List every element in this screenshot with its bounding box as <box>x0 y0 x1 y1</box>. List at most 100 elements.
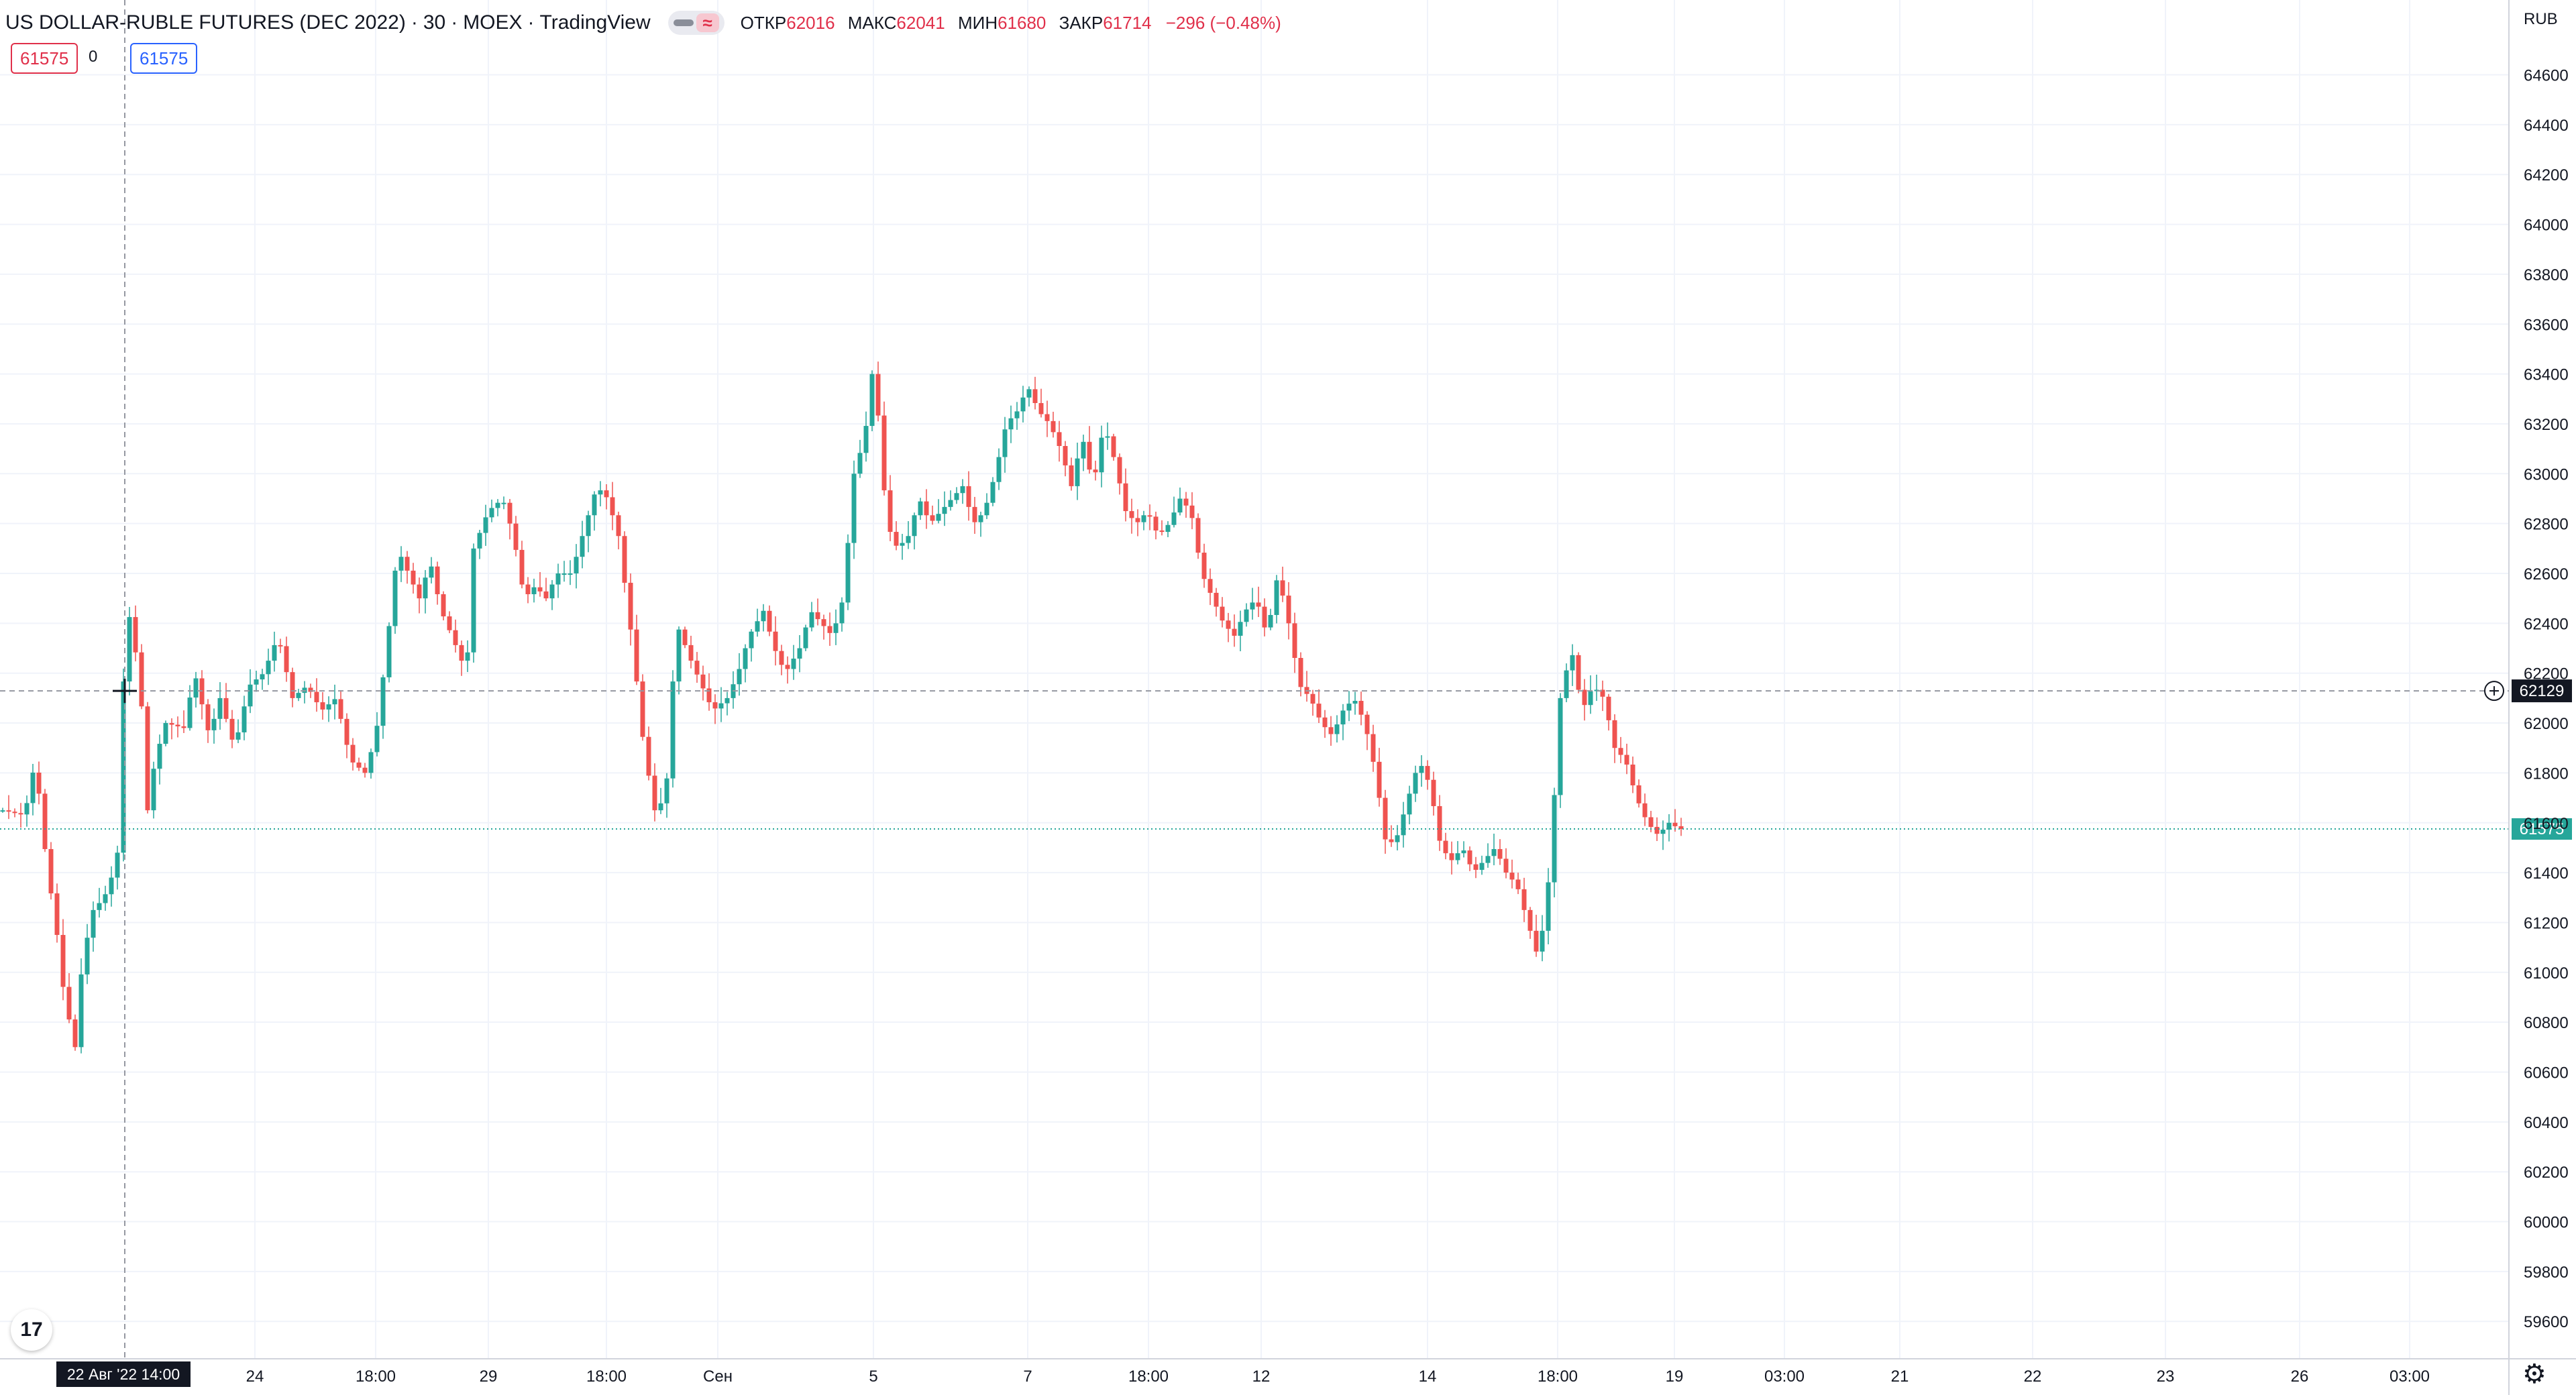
open-value: 62016 <box>786 12 835 33</box>
candle-body <box>380 677 386 726</box>
candle-body <box>332 699 337 705</box>
sell-button[interactable]: 61575 <box>11 43 78 74</box>
candlestick-series <box>0 361 1684 1054</box>
candle-body <box>791 659 796 669</box>
candle-body <box>121 681 126 853</box>
candle-body <box>616 515 621 537</box>
candle-body <box>489 508 494 518</box>
candle-body <box>694 661 700 675</box>
candle-body <box>284 646 289 673</box>
candle-body <box>1570 655 1575 671</box>
legend-toggle-pill[interactable]: ≈ <box>667 11 724 35</box>
time-tick-label: 29 <box>480 1368 498 1386</box>
price-tick-label: 63200 <box>2524 416 2569 434</box>
candle-body <box>24 803 30 815</box>
tradingview-logo-icon[interactable]: 17 <box>11 1309 52 1351</box>
candle-body <box>1189 505 1195 518</box>
price-tick-label: 63400 <box>2524 366 2569 384</box>
chart-legend: US DOLLAR-RUBLE FUTURES (DEC 2022) · 30 … <box>0 7 1281 39</box>
crosshair-price-marker <box>2512 679 2572 703</box>
candle-body <box>773 631 778 651</box>
low-label: МИН <box>957 12 998 33</box>
candle-body <box>1654 826 1660 834</box>
candle-body <box>875 374 881 416</box>
candle-body <box>833 623 839 633</box>
candle-body <box>356 762 362 768</box>
candle-body <box>477 533 482 549</box>
candle-body <box>785 665 790 669</box>
candle-body <box>1147 515 1152 517</box>
candle-body <box>1437 805 1442 841</box>
candle-body <box>350 744 356 763</box>
buy-button[interactable]: 61575 <box>130 43 198 74</box>
price-tick-label: 61800 <box>2524 765 2569 783</box>
time-tick-label: 18:00 <box>1538 1368 1578 1386</box>
candle-body <box>1527 909 1533 931</box>
candle-body <box>1183 498 1189 506</box>
exchange-label: MOEX <box>463 11 523 34</box>
candle-body <box>646 736 651 776</box>
candle-body <box>1443 840 1448 854</box>
high-value: 62041 <box>896 12 945 33</box>
time-axis[interactable]: 24 18:00 29 18:00 Сен 5 7 18:00 12 14 18:00 19 03:00… <box>0 1358 2576 1386</box>
crosshair-time-label: 22 Авг '22 14:00 <box>67 1365 180 1383</box>
wave-icon[interactable]: ≈ <box>696 13 719 32</box>
candle-body <box>290 672 295 698</box>
price-tick-label: 62600 <box>2524 565 2569 583</box>
candle-body <box>718 703 724 709</box>
candle-body <box>1582 689 1587 706</box>
candle-body <box>1069 465 1074 486</box>
crosshair-time-marker <box>56 1361 191 1387</box>
candle-body <box>549 584 555 599</box>
interval-label[interactable]: 30 <box>423 11 446 34</box>
candle-body <box>139 652 144 707</box>
time-tick-label: 03:00 <box>2390 1368 2430 1386</box>
chart-grid <box>0 0 2509 1359</box>
candle-body <box>272 645 277 661</box>
candle-body <box>1286 596 1291 624</box>
legend-separator: · <box>527 11 535 34</box>
candle-body <box>797 648 802 659</box>
candle-body <box>1377 761 1382 798</box>
price-axis[interactable]: 59600 59800 60000 60200 60400 60600 60800 61000… <box>2508 0 2569 1395</box>
candle-body <box>628 582 633 630</box>
candle-body <box>936 514 941 521</box>
gear-icon[interactable]: ⚙ <box>2522 1359 2546 1389</box>
candle-body <box>145 706 150 811</box>
candle-body <box>1316 704 1322 718</box>
candle-body <box>894 532 899 546</box>
candle-body <box>912 515 917 537</box>
candle-body <box>1081 441 1086 459</box>
candle-body <box>815 612 820 620</box>
legend-separator: · <box>411 11 418 34</box>
price-tick-label: 64600 <box>2524 67 2569 85</box>
candle-body <box>700 674 706 689</box>
candle-body <box>338 699 343 719</box>
candle-body <box>1642 803 1648 818</box>
candle-body <box>640 681 645 737</box>
candle-body <box>386 626 392 677</box>
candle-body <box>248 684 253 707</box>
candle-body <box>66 987 72 1020</box>
low-value: 61680 <box>998 12 1046 33</box>
candle-body <box>1503 858 1509 873</box>
candle-body <box>1165 524 1171 533</box>
symbol-title[interactable]: US DOLLAR-RUBLE FUTURES (DEC 2022) <box>5 11 406 34</box>
candle-body <box>1491 848 1497 856</box>
candle-body <box>743 648 748 669</box>
candle-body <box>888 490 893 533</box>
candle-body <box>417 584 422 599</box>
candle-body <box>374 726 380 752</box>
candle-body <box>260 674 265 679</box>
candle-body <box>1310 693 1316 704</box>
eye-icon[interactable] <box>673 19 694 26</box>
candle-body <box>223 698 229 719</box>
candle-body <box>1153 516 1159 531</box>
candle-body <box>1268 614 1273 628</box>
candle-body <box>435 566 440 594</box>
candle-body <box>1334 724 1340 734</box>
candle-body <box>930 515 935 521</box>
candle-body <box>658 803 663 811</box>
candle-body <box>900 543 905 546</box>
